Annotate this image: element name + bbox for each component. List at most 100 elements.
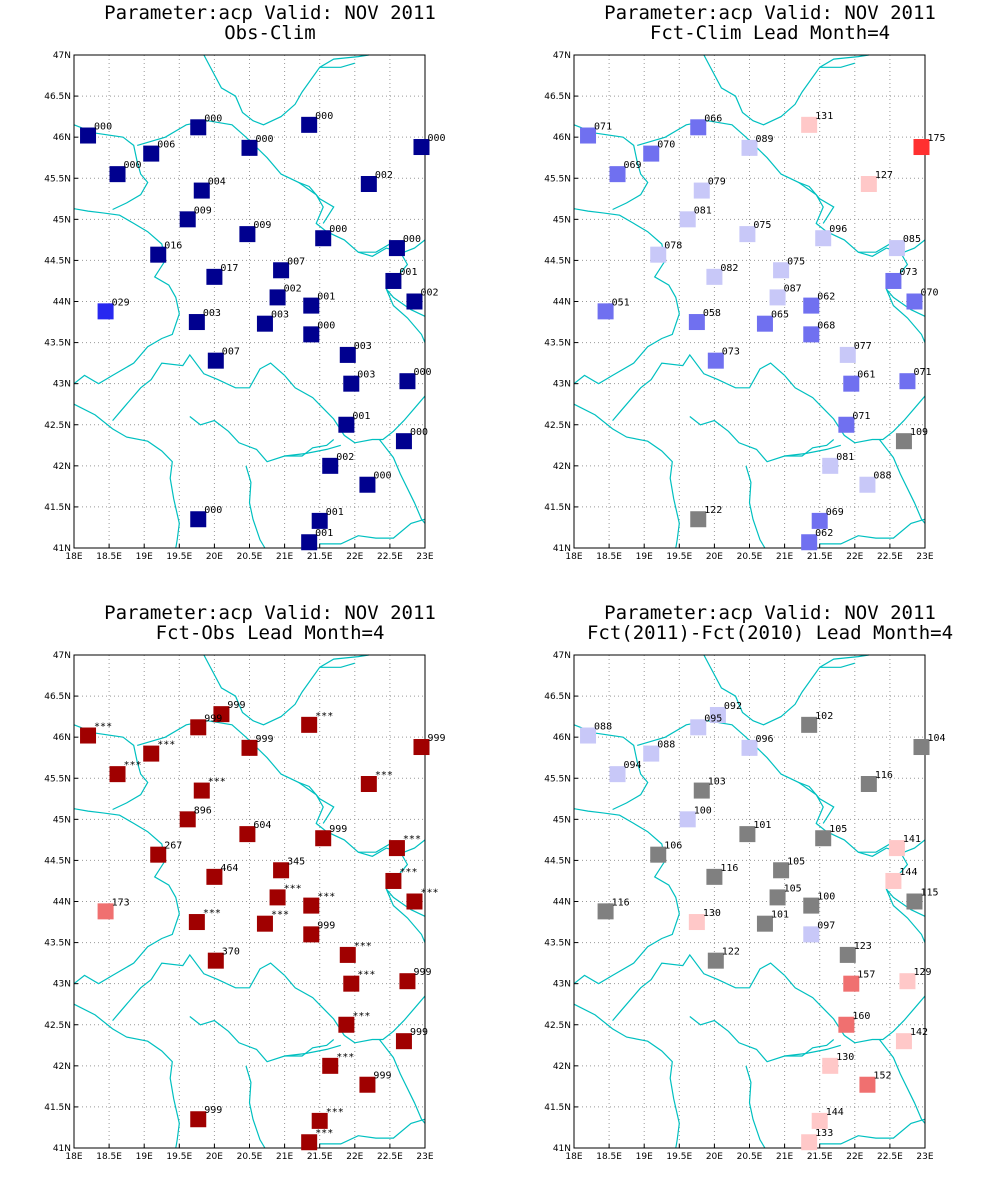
station-marker bbox=[256, 315, 273, 332]
station-value-label: 999 bbox=[410, 1027, 428, 1038]
station-value-label: *** bbox=[124, 760, 142, 771]
station-marker bbox=[188, 914, 205, 931]
station-marker bbox=[859, 476, 876, 493]
station-value-label: *** bbox=[336, 1052, 354, 1063]
station-value-label: 095 bbox=[704, 713, 722, 724]
station-value-label: 100 bbox=[817, 892, 835, 903]
border-line bbox=[703, 54, 869, 126]
station-marker bbox=[580, 727, 597, 744]
station-marker bbox=[301, 1134, 318, 1151]
station-marker bbox=[822, 1057, 839, 1074]
station-value-label: 000 bbox=[403, 234, 421, 245]
station-marker bbox=[860, 176, 877, 193]
border-line bbox=[703, 654, 869, 726]
station-marker bbox=[899, 373, 916, 390]
station-value-label: 105 bbox=[829, 824, 847, 835]
station-value-label: 075 bbox=[753, 220, 771, 231]
station-marker bbox=[190, 1111, 207, 1128]
station-marker bbox=[609, 766, 626, 783]
station-value-label: 999 bbox=[427, 733, 445, 744]
x-tick-label: 23E bbox=[916, 1152, 933, 1162]
station-marker bbox=[739, 826, 756, 843]
station-marker bbox=[388, 240, 405, 257]
station-value-label: 073 bbox=[722, 347, 740, 358]
border-line bbox=[284, 1044, 341, 1057]
station-value-label: 116 bbox=[612, 897, 630, 908]
border-line bbox=[298, 181, 335, 224]
station-marker bbox=[269, 289, 286, 306]
station-marker bbox=[303, 326, 320, 343]
y-tick-label: 41.5N bbox=[44, 503, 71, 513]
y-tick-label: 43.5N bbox=[544, 339, 571, 349]
station-value-label: *** bbox=[284, 883, 302, 894]
station-value-label: 003 bbox=[271, 310, 289, 321]
station-map: 18E 18.5E 19E 19.5E 20E 20.5E 21E 21.5E 22E 22.5E… bbox=[44, 651, 445, 1162]
panel-title: Parameter:acp Valid: NOV 2011 bbox=[104, 602, 436, 624]
x-tick-label: 21.5E bbox=[807, 1152, 833, 1162]
station-value-label: 000 bbox=[204, 505, 222, 516]
station-marker bbox=[895, 433, 912, 450]
station-marker bbox=[859, 1076, 876, 1093]
station-marker bbox=[193, 782, 210, 799]
station-value-label: 101 bbox=[753, 820, 771, 831]
station-value-label: 004 bbox=[208, 177, 226, 188]
border-line bbox=[245, 1065, 266, 1149]
station-value-label: 122 bbox=[722, 947, 740, 958]
panel-obs-clim: Parameter:acp Valid: NOV 2011 Obs-Clim 1… bbox=[30, 0, 510, 562]
y-tick-label: 42.5N bbox=[44, 421, 71, 431]
station-marker bbox=[322, 457, 339, 474]
border-line bbox=[819, 62, 855, 68]
station-value-label: 001 bbox=[399, 267, 417, 278]
station-marker bbox=[143, 745, 160, 762]
station-marker bbox=[773, 262, 790, 279]
x-tick-label: 19.5E bbox=[166, 552, 192, 562]
station-value-label: 116 bbox=[875, 770, 893, 781]
station-value-label: 133 bbox=[815, 1128, 833, 1139]
station-marker bbox=[690, 719, 707, 736]
border-line bbox=[573, 808, 680, 985]
station-value-label: 081 bbox=[694, 205, 712, 216]
station-marker bbox=[338, 416, 355, 433]
border-line bbox=[612, 353, 926, 444]
x-tick-label: 20E bbox=[706, 1152, 723, 1162]
border-line bbox=[819, 518, 926, 545]
y-tick-label: 43.5N bbox=[544, 939, 571, 949]
station-value-label: 096 bbox=[756, 734, 774, 745]
station-marker bbox=[179, 211, 196, 228]
station-marker bbox=[609, 166, 626, 183]
station-marker bbox=[801, 116, 818, 133]
station-marker bbox=[906, 893, 923, 910]
stations: 000 000 000 000 006 000 000 002 004 009 009 000 000 0… bbox=[80, 111, 446, 551]
x-tick-label: 18E bbox=[565, 1152, 582, 1162]
x-tick-label: 20.5E bbox=[237, 552, 263, 562]
station-value-label: 105 bbox=[784, 883, 802, 894]
station-value-label: 130 bbox=[703, 908, 721, 919]
station-value-label: 071 bbox=[913, 367, 931, 378]
station-marker bbox=[339, 946, 356, 963]
border-line bbox=[885, 288, 926, 317]
station-marker bbox=[190, 119, 207, 136]
panel-title: Parameter:acp Valid: NOV 2011 bbox=[104, 2, 436, 24]
station-marker bbox=[241, 739, 258, 756]
x-tick-label: 23E bbox=[916, 552, 933, 562]
station-value-label: 078 bbox=[664, 241, 682, 252]
station-marker bbox=[385, 272, 402, 289]
station-value-label: 101 bbox=[771, 910, 789, 921]
x-tick-label: 21E bbox=[776, 1152, 793, 1162]
station-marker bbox=[597, 303, 614, 320]
station-marker bbox=[839, 946, 856, 963]
station-value-label: 002 bbox=[420, 288, 438, 299]
station-marker bbox=[693, 182, 710, 199]
station-marker bbox=[80, 727, 97, 744]
station-value-label: 000 bbox=[315, 111, 333, 122]
station-value-label: *** bbox=[157, 740, 175, 751]
y-tick-label: 46.5N bbox=[44, 692, 71, 702]
y-tick-label: 43.5N bbox=[44, 339, 71, 349]
x-tick-label: 20.5E bbox=[737, 1152, 763, 1162]
x-tick-label: 19E bbox=[136, 552, 153, 562]
station-marker bbox=[395, 433, 412, 450]
y-tick-label: 44.5N bbox=[44, 256, 71, 266]
station-value-label: *** bbox=[420, 888, 438, 899]
x-tick-label: 22E bbox=[846, 1152, 863, 1162]
border-line bbox=[319, 518, 426, 545]
